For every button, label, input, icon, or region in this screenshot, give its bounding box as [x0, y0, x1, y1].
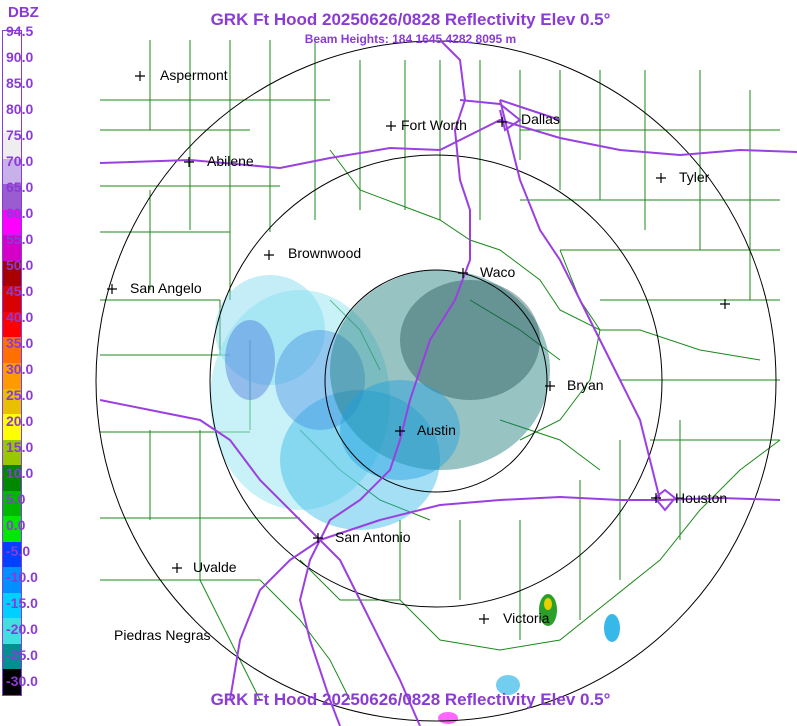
- legend-label: 30.0: [6, 361, 34, 377]
- legend-label: 0.0: [6, 517, 26, 533]
- legend-color-swatch: [3, 541, 21, 568]
- legend-label: -25.0: [6, 647, 38, 663]
- city-label: Bryan: [567, 377, 604, 393]
- legend-color-swatch: [3, 643, 21, 670]
- city-label: Houston: [675, 490, 728, 506]
- city-label: San Angelo: [130, 280, 202, 296]
- legend-label: 75.0: [6, 127, 34, 143]
- legend-label: 5.0: [6, 491, 26, 507]
- legend-color-swatch: [3, 618, 21, 645]
- legend-label: 70.0: [6, 153, 34, 169]
- legend-label: 10.0: [6, 465, 34, 481]
- legend-color-swatch: [3, 133, 21, 160]
- city-label: Aspermont: [160, 67, 228, 83]
- legend-label: 50.0: [6, 257, 34, 273]
- legend-color-swatch: [3, 490, 21, 517]
- legend-color-swatch: [3, 286, 21, 313]
- legend-color-swatch: [3, 158, 21, 185]
- legend-label: 80.0: [6, 101, 34, 117]
- legend-color-swatch: [3, 311, 21, 338]
- legend-color-swatch: [3, 56, 21, 83]
- legend-color-swatch: [3, 465, 21, 492]
- legend-color-swatch: [3, 669, 21, 696]
- legend-colorbar: [2, 30, 22, 696]
- city-label: Piedras Negras: [114, 627, 211, 643]
- city-label: Fort Worth: [401, 117, 467, 133]
- legend-color-swatch: [3, 31, 21, 57]
- legend-label: -5.0: [6, 543, 31, 559]
- map-title: GRK Ft Hood 20250626/0828 Reflectivity E…: [210, 10, 611, 29]
- legend-label: 85.0: [6, 75, 34, 91]
- legend-color-swatch: [3, 567, 21, 594]
- legend-label: 15.0: [6, 439, 34, 455]
- legend-label: -30.0: [6, 673, 38, 689]
- legend-label: 45.0: [6, 283, 34, 299]
- legend-label: 94.5: [6, 23, 34, 39]
- beam-heights-subtitle: Beam Heights: 184 1645 4282 8095 m: [304, 32, 517, 46]
- city-label: Brownwood: [288, 245, 362, 261]
- legend-title: DBZ: [8, 4, 39, 21]
- legend-color-swatch: [3, 82, 21, 109]
- legend-color-swatch: [3, 414, 21, 441]
- legend-label: 65.0: [6, 179, 34, 195]
- highways: [99, 39, 797, 726]
- reflectivity-echoes: [210, 270, 620, 724]
- legend-label: 90.0: [6, 49, 34, 65]
- city-markers: [107, 71, 730, 624]
- legend-color-swatch: [3, 107, 21, 134]
- range-rings: [95, 40, 777, 722]
- dbz-legend: DBZ 94.5 90.0 85.0 80.0 75.0 70.0 65.0 60.0 55.0…: [0, 0, 48, 726]
- legend-color-swatch: [3, 388, 21, 415]
- legend-label: 40.0: [6, 309, 34, 325]
- legend-label: 35.0: [6, 335, 34, 351]
- legend-label: -15.0: [6, 595, 38, 611]
- legend-label: 20.0: [6, 413, 34, 429]
- city-label: Tyler: [679, 169, 710, 185]
- legend-color-swatch: [3, 209, 21, 236]
- legend-color-swatch: [3, 260, 21, 287]
- map-footer-title: GRK Ft Hood 20250626/0828 Reflectivity E…: [210, 690, 611, 709]
- legend-label: 25.0: [6, 387, 34, 403]
- legend-color-swatch: [3, 439, 21, 466]
- legend-label: -10.0: [6, 569, 38, 585]
- legend-color-swatch: [3, 516, 21, 543]
- legend-color-swatch: [3, 337, 21, 364]
- legend-label: -20.0: [6, 621, 38, 637]
- legend-color-swatch: [3, 184, 21, 211]
- city-label: Abilene: [207, 153, 254, 169]
- legend-label: 55.0: [6, 231, 34, 247]
- city-label: Uvalde: [193, 559, 237, 575]
- city-label: San Antonio: [335, 529, 411, 545]
- city-label: Austin: [417, 422, 456, 438]
- legend-label: 60.0: [6, 205, 34, 221]
- legend-color-swatch: [3, 363, 21, 389]
- city-label: Waco: [480, 264, 516, 280]
- city-label: Dallas: [521, 111, 560, 127]
- legend-color-swatch: [3, 235, 21, 262]
- legend-color-swatch: [3, 592, 21, 619]
- city-label: Victoria: [503, 610, 550, 626]
